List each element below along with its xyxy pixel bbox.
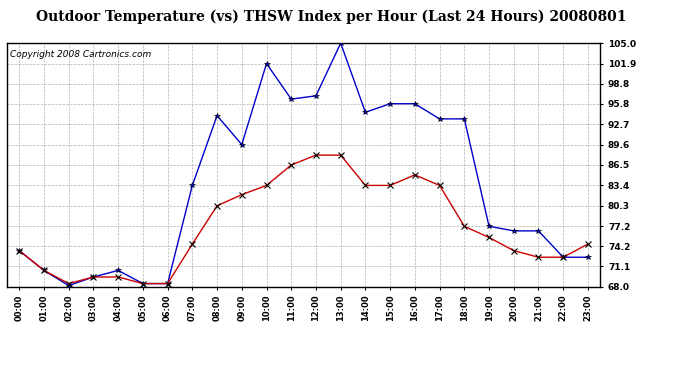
Text: Copyright 2008 Cartronics.com: Copyright 2008 Cartronics.com	[10, 51, 151, 59]
Text: Outdoor Temperature (vs) THSW Index per Hour (Last 24 Hours) 20080801: Outdoor Temperature (vs) THSW Index per …	[36, 9, 627, 24]
